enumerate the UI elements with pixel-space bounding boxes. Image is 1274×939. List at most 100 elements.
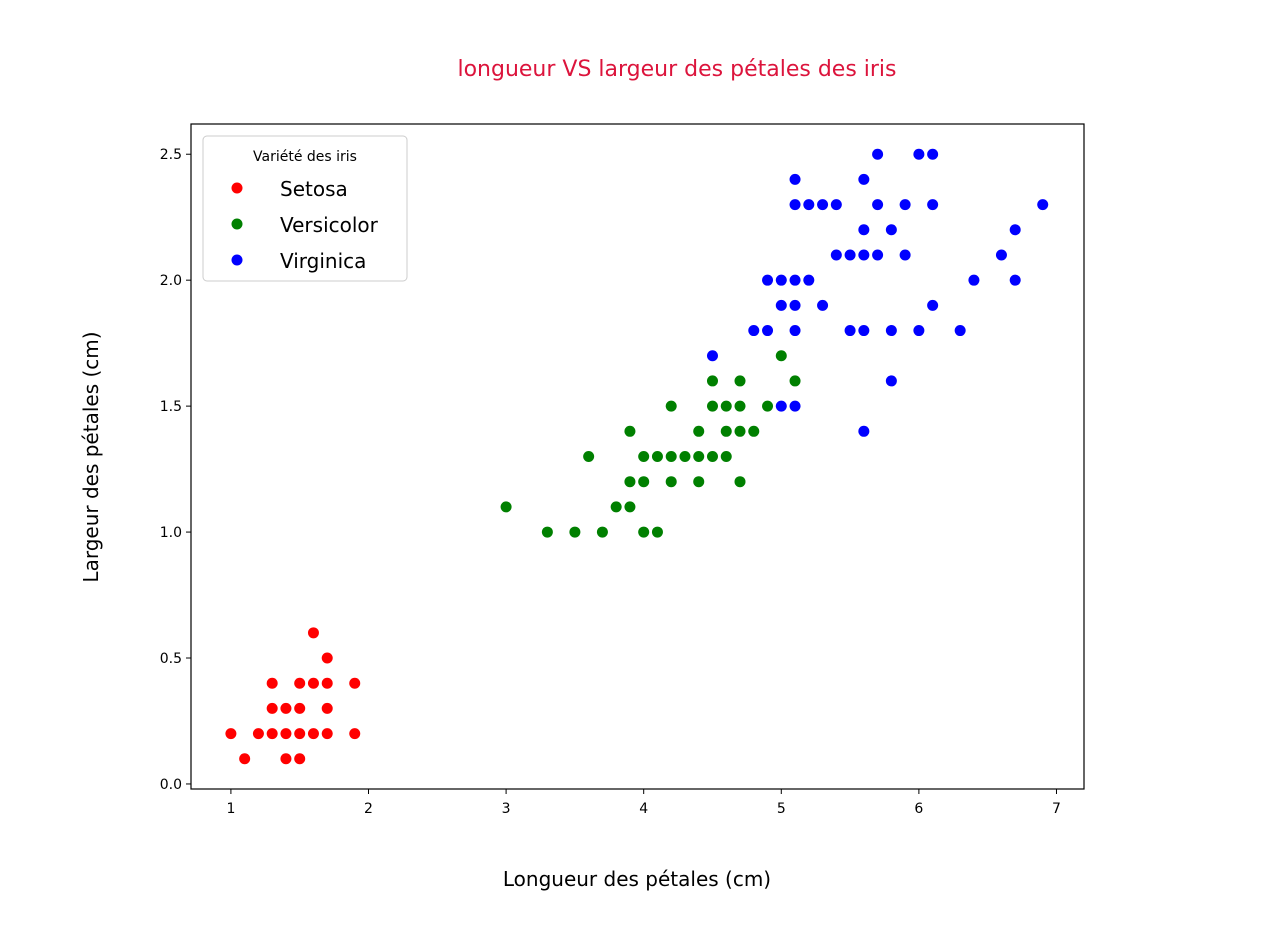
versicolor-point [734,425,746,437]
y-axis: 0.0 0.5 1.0 1.5 2.0 2.5 [160,147,191,793]
virginica-point [789,199,801,211]
virginica-point [954,325,966,337]
versicolor-point [734,375,746,387]
legend-marker-setosa [231,182,243,194]
virginica-point [775,274,787,286]
y-tick-label: 0.5 [160,651,182,667]
versicolor-point [624,501,636,513]
legend-label-setosa: Setosa [280,177,348,201]
versicolor-point [734,476,746,488]
versicolor-point [720,425,732,437]
virginica-point [858,224,870,236]
virginica-point [803,199,815,211]
setosa-point [266,728,278,740]
setosa-point [294,728,306,740]
legend-marker-versicolor [231,218,243,230]
y-axis-label: Largeur des pétales (cm) [79,331,103,582]
versicolor-point [720,451,732,462]
x-tick-label: 4 [639,801,648,817]
versicolor-point [624,425,636,437]
setosa-point [349,728,361,740]
versicolor-point [720,400,732,412]
virginica-point [817,299,829,311]
virginica-point [858,173,870,185]
virginica-point [789,274,801,286]
virginica-point [748,325,760,337]
setosa-point [321,702,333,714]
x-tick-label: 3 [502,801,511,817]
virginica-point [968,274,980,286]
versicolor-point [693,425,705,437]
versicolor-point [734,400,746,412]
versicolor-point [693,476,705,488]
legend: Variété des iris Setosa Versicolor Virgini… [202,135,408,282]
setosa-point [307,728,319,740]
versicolor-point [775,350,787,362]
y-tick-label: 2.5 [160,147,182,163]
x-tick-label: 5 [777,801,786,817]
setosa-point [280,728,292,740]
versicolor-point [693,451,705,462]
virginica-point [885,325,897,337]
versicolor-point [651,526,663,538]
virginica-point [899,249,911,261]
x-tick-label: 7 [1052,801,1061,817]
virginica-point [789,400,801,412]
virginica-point [899,199,911,211]
versicolor-point [569,526,581,538]
virginica-point [775,299,787,311]
virginica-point [844,249,856,261]
virginica-point [913,325,925,337]
virginica-point [1037,199,1049,211]
y-tick-label: 0.0 [160,777,182,793]
virginica-point [1009,224,1021,236]
plot-area [225,148,1049,765]
virginica-point [830,249,842,261]
virginica-point [830,199,842,211]
setosa-point [294,677,306,689]
virginica-point [803,274,815,286]
legend-title: Variété des iris [253,149,357,165]
setosa-point [225,728,237,740]
virginica-point [762,325,774,337]
setosa-point [321,652,333,664]
versicolor-point [706,451,718,462]
x-axis: 1 2 3 4 5 6 7 [226,789,1061,817]
virginica-point [844,325,856,337]
virginica-point [1009,274,1021,286]
virginica-point [762,274,774,286]
versicolor-point [665,476,677,488]
virginica-point [789,299,801,311]
setosa-point [239,753,251,765]
setosa-point [321,677,333,689]
versicolor-point [583,451,595,462]
versicolor-point [762,400,774,412]
versicolor-point [789,375,801,387]
versicolor-point [651,451,663,462]
virginica-point [789,173,801,185]
setosa-point [349,677,361,689]
legend-box [202,135,408,282]
axes-frame [190,123,1085,790]
virginica-point [885,375,897,387]
y-tick-label: 1.0 [160,525,182,541]
versicolor-point [638,451,650,462]
versicolor-point [706,375,718,387]
virginica-point [789,325,801,337]
virginica-point [927,199,939,211]
versicolor-point [541,526,553,538]
setosa-point [252,728,264,740]
virginica-point [872,148,884,160]
legend-label-versicolor: Versicolor [280,213,379,237]
virginica-point [858,325,870,337]
virginica-point [775,400,787,412]
x-tick-label: 1 [226,801,235,817]
setosa-point [294,702,306,714]
versicolor-point [665,400,677,412]
setosa-point [321,728,333,740]
virginica-point [858,425,870,437]
virginica-point [927,299,939,311]
versicolor-point [624,476,636,488]
versicolor-point [706,400,718,412]
